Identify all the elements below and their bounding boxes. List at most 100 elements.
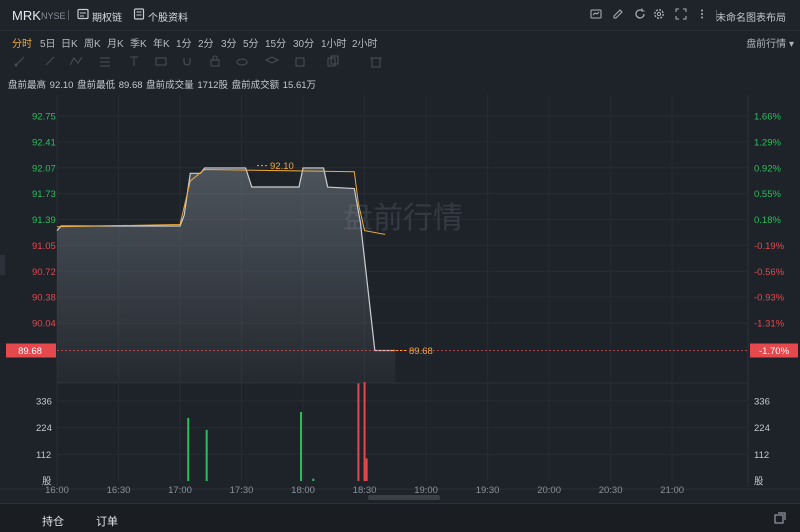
fib-tool-icon[interactable] xyxy=(100,57,110,67)
volume-tick-right: 112 xyxy=(754,450,769,461)
average-line xyxy=(56,168,386,235)
stock-info-icon xyxy=(133,8,145,20)
volume-bar xyxy=(357,383,360,481)
turnover-label: 盘前成交额 xyxy=(231,80,280,91)
layers-tool-icon[interactable] xyxy=(264,56,280,64)
volume-tick-right: 336 xyxy=(754,397,770,408)
y-price-tick: 92.41 xyxy=(32,137,56,148)
tf-3min[interactable]: 3分 xyxy=(221,39,237,50)
volume-tick-left: 336 xyxy=(36,397,52,408)
text-tool-icon[interactable] xyxy=(130,56,138,66)
premarket-stats: 盘前最高 92.10 盘前最低 89.68 盘前成交量 1712股 盘前成交额 … xyxy=(8,77,317,91)
tf-1min[interactable]: 1分 xyxy=(176,39,192,50)
y-pct-tick: 1.66% xyxy=(754,112,781,123)
tf-5day[interactable]: 5日 xyxy=(40,39,56,50)
session-dropdown[interactable]: 盘前行情 ▾ xyxy=(746,35,794,50)
drawing-tools xyxy=(14,55,382,68)
measure-tool-icon[interactable] xyxy=(155,57,167,66)
y-pct-tick: 0.55% xyxy=(754,189,781,200)
popout-icon[interactable] xyxy=(774,512,786,524)
delete-tool-icon[interactable] xyxy=(370,57,382,68)
options-chain-icon xyxy=(77,8,89,20)
tf-15min[interactable]: 15分 xyxy=(265,39,287,50)
volume-bar xyxy=(300,411,303,481)
volume-tick-left: 224 xyxy=(36,423,52,434)
y-pct-tick: -0.56% xyxy=(754,267,785,278)
sidebar-handle[interactable] xyxy=(0,255,5,275)
x-tick-label: 20:00 xyxy=(537,485,561,495)
low-marker-label: 89.68 xyxy=(409,346,433,357)
y-price-tick: 90.38 xyxy=(32,293,56,304)
settings-icon[interactable] xyxy=(653,8,665,20)
copy-tool-icon[interactable] xyxy=(327,55,339,67)
bottom-panel-tabs: 持仓 订单 xyxy=(0,503,800,532)
x-tick-label: 18:00 xyxy=(291,485,315,495)
y-price-tick: 92.07 xyxy=(32,163,56,174)
exchange-label: NYSE xyxy=(41,11,66,21)
tf-1hour[interactable]: 1小时 xyxy=(321,39,347,50)
tf-quarterly[interactable]: 季K xyxy=(130,39,147,50)
y-price-tick: 91.73 xyxy=(32,189,56,200)
volume-label: 盘前成交量 xyxy=(146,80,194,91)
tab-orders[interactable]: 订单 xyxy=(96,516,118,528)
draw-icon[interactable] xyxy=(612,8,624,20)
volume-bar xyxy=(187,417,190,481)
y-price-tick: 90.72 xyxy=(32,267,56,278)
magnet-tool-icon[interactable] xyxy=(183,58,191,66)
eye-tool-icon[interactable] xyxy=(236,58,248,66)
tf-yearly[interactable]: 年K xyxy=(153,39,170,50)
tf-weekly[interactable]: 周K xyxy=(84,39,101,50)
y-price-tick: 90.04 xyxy=(32,319,56,330)
price-line xyxy=(56,167,396,352)
tf-5min[interactable]: 5分 xyxy=(243,39,259,50)
more-icon[interactable] xyxy=(696,8,708,20)
x-tick-label: 16:30 xyxy=(107,485,131,495)
ticker-symbol[interactable]: MRK xyxy=(12,8,41,23)
volume-tick-left: 112 xyxy=(36,450,51,461)
tf-daily[interactable]: 日K xyxy=(61,39,78,50)
volume-unit-right: 股 xyxy=(754,477,764,488)
x-tick-label: 17:00 xyxy=(168,485,192,495)
lock-tool-icon[interactable] xyxy=(210,55,220,67)
current-price-tag-bg xyxy=(6,343,56,358)
x-tick-label: 16:00 xyxy=(45,485,69,495)
volume-value: 1712股 xyxy=(197,80,228,91)
timeframe-bar: 分时 5日 日K 周K 月K 季K 年K 1分 2分 3分 5分 15分 30分… xyxy=(0,30,800,50)
low-value: 89.68 xyxy=(118,80,143,91)
volume-bar xyxy=(312,478,315,481)
volume-tick-right: 224 xyxy=(754,423,770,434)
tf-30min[interactable]: 30分 xyxy=(293,39,315,50)
tf-2hour[interactable]: 2小时 xyxy=(352,39,378,50)
tf-2min[interactable]: 2分 xyxy=(198,39,214,50)
x-tick-label: 17:30 xyxy=(230,485,254,495)
volume-bar xyxy=(363,382,366,481)
current-price-tag: 89.68 xyxy=(18,346,42,357)
volume-bar xyxy=(205,429,208,481)
tab-positions[interactable]: 持仓 xyxy=(42,516,64,528)
x-tick-label: 19:00 xyxy=(414,485,438,495)
chevron-down-icon: ▾ xyxy=(788,39,794,50)
trendline-tool-icon[interactable] xyxy=(14,56,25,67)
options-chain-link[interactable]: 期权链 xyxy=(92,13,122,24)
tf-monthly[interactable]: 月K xyxy=(107,39,124,50)
y-price-tick: 91.05 xyxy=(32,241,56,252)
refresh-icon[interactable] xyxy=(634,8,646,20)
chart-template-icon[interactable] xyxy=(590,8,602,20)
high-marker-label: 92.10 xyxy=(270,161,294,172)
layout-name[interactable]: 未命名图表布局 xyxy=(716,13,786,24)
link-tool-icon[interactable] xyxy=(295,57,305,67)
price-chart[interactable]: 16:00 16:30 17:00 17:30 18:00 18:30 19:00 19:30… xyxy=(0,95,800,495)
x-tick-label: 19:30 xyxy=(476,485,500,495)
y-pct-tick: 0.18% xyxy=(754,215,781,226)
turnover-value: 15.61万 xyxy=(282,80,317,91)
pattern-tool-icon[interactable] xyxy=(69,56,83,66)
fullscreen-icon[interactable] xyxy=(675,8,687,20)
stock-info-link[interactable]: 个股资料 xyxy=(148,13,188,24)
y-pct-tick: -0.19% xyxy=(754,241,785,252)
tf-intraday[interactable]: 分时 xyxy=(12,39,32,50)
x-tick-label: 20:30 xyxy=(599,485,623,495)
x-tick-label: 21:00 xyxy=(660,485,684,495)
chart-scrollbar[interactable] xyxy=(368,495,440,500)
ray-tool-icon[interactable] xyxy=(45,56,55,66)
low-label: 盘前最低 xyxy=(77,80,116,91)
